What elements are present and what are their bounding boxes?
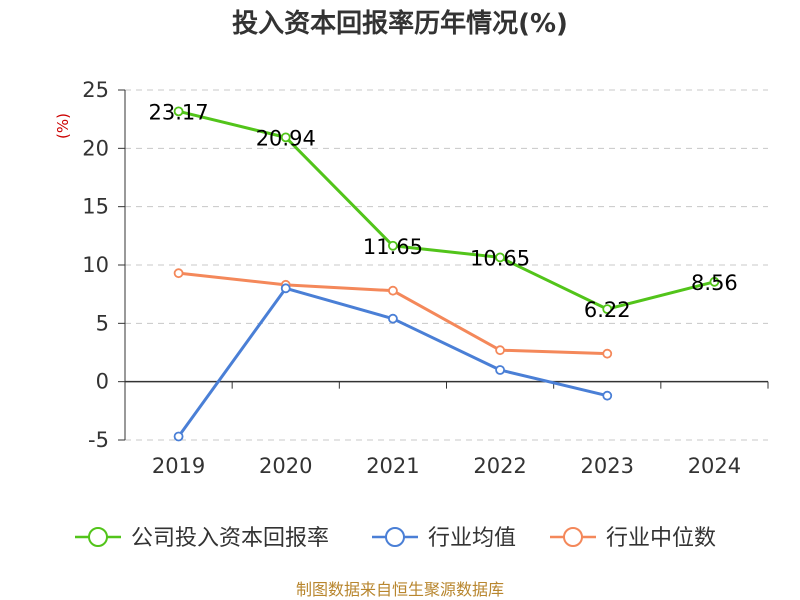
- series-line: [177, 286, 608, 438]
- legend-marker: [385, 527, 405, 547]
- legend: 公司投入资本回报率 行业均值 行业中位数: [75, 526, 716, 551]
- data-point[interactable]: [602, 348, 613, 359]
- data-label: 11.65: [363, 235, 423, 259]
- source-note: 制图数据来自恒生聚源数据库: [296, 580, 504, 599]
- x-tick-label: 2022: [473, 454, 526, 478]
- data-point[interactable]: [602, 390, 613, 401]
- data-point[interactable]: [388, 240, 398, 251]
- series-1: [173, 283, 613, 442]
- legend-marker: [88, 527, 108, 547]
- data-label-layer: 23.17 20.94 11.65 10.65 6.22 8.56: [149, 100, 738, 322]
- data-label: 20.94: [256, 126, 316, 150]
- chart-title: 投入资本回报率历年情况(%): [232, 8, 568, 39]
- y-tick-label: 25: [82, 78, 109, 102]
- data-point[interactable]: [388, 313, 398, 324]
- data-point[interactable]: [602, 304, 613, 315]
- data-label: 6.22: [584, 298, 631, 322]
- legend-label: 公司投入资本回报率: [131, 526, 329, 551]
- legend-item[interactable]: 公司投入资本回报率: [75, 526, 329, 551]
- x-tick-label: 2019: [152, 454, 205, 478]
- data-label: 8.56: [691, 271, 738, 295]
- data-label: 23.17: [149, 100, 209, 124]
- y-tick-label: 5: [96, 311, 109, 335]
- series-2: [173, 268, 613, 359]
- y-tick-label: 0: [96, 370, 109, 394]
- data-point[interactable]: [173, 431, 184, 442]
- data-point[interactable]: [709, 276, 720, 287]
- legend-label: 行业中位数: [606, 526, 716, 551]
- data-point[interactable]: [280, 283, 291, 294]
- legend-marker: [563, 527, 583, 547]
- series-layer: [173, 106, 720, 442]
- data-point[interactable]: [388, 285, 398, 296]
- y-tick-label: 20: [82, 136, 109, 160]
- y-tick-label: 10: [82, 253, 109, 277]
- y-axis-label: (%): [54, 113, 72, 139]
- legend-item[interactable]: 行业中位数: [550, 526, 716, 551]
- data-point[interactable]: [495, 345, 505, 356]
- y-tick-label: 15: [82, 195, 109, 219]
- data-label: 10.65: [470, 246, 530, 270]
- data-point[interactable]: [173, 268, 184, 279]
- x-tick-label: 2024: [688, 454, 741, 478]
- series-line: [178, 109, 715, 311]
- series-line: [178, 271, 608, 356]
- legend-label: 行业均值: [428, 526, 516, 551]
- x-tick-label: 2021: [366, 454, 419, 478]
- series-0: [173, 106, 720, 315]
- data-point[interactable]: [495, 365, 505, 375]
- axis-layer: 25 20 15 10 5 0 -5 2019 2020 2021 2022 2023 2024: [82, 78, 769, 478]
- data-point[interactable]: [280, 132, 291, 143]
- data-point[interactable]: [173, 106, 184, 117]
- legend-item[interactable]: 行业均值: [372, 526, 516, 551]
- y-tick-label: -5: [88, 428, 109, 452]
- x-tick-label: 2023: [581, 454, 634, 478]
- data-point[interactable]: [495, 252, 505, 263]
- grid-layer: [125, 89, 768, 441]
- x-tick-label: 2020: [259, 454, 312, 478]
